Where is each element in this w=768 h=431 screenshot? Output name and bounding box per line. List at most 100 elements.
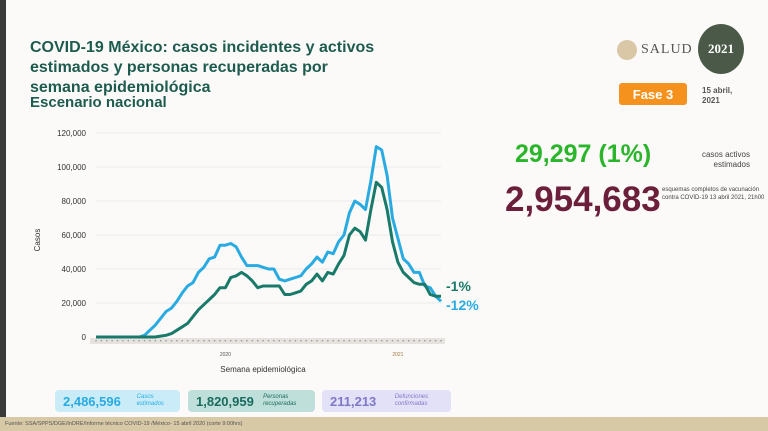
- x-tick: [203, 340, 205, 342]
- x-tick: [262, 340, 264, 342]
- x-tick: [154, 340, 156, 342]
- summary-deaths: 211,213 Defunciones confirmadas: [322, 390, 451, 412]
- x-tick: [224, 340, 227, 342]
- series-end-label: -1%: [446, 278, 471, 294]
- x-axis-band: [90, 338, 445, 344]
- x-tick: [106, 340, 108, 342]
- x-tick: [300, 340, 302, 342]
- summary-label: Casos estimados: [136, 394, 164, 407]
- x-tick: [181, 340, 183, 342]
- x-tick: [219, 340, 221, 342]
- summary-value: 1,820,959: [196, 393, 254, 409]
- phase-badge: Fase 3: [619, 83, 687, 105]
- x-tick: [257, 340, 259, 342]
- x-tick: [251, 340, 254, 342]
- x-tick: [273, 340, 275, 342]
- x-tick: [348, 340, 351, 342]
- x-tick: [370, 340, 372, 342]
- x-tick: [434, 340, 437, 342]
- x-tick: [186, 340, 189, 342]
- x-year-label: 2021: [392, 352, 403, 358]
- x-tick: [165, 340, 167, 342]
- series-end-label: -12%: [446, 297, 479, 313]
- x-tick: [111, 340, 113, 342]
- x-tick: [424, 340, 426, 342]
- x-tick: [127, 340, 130, 342]
- y-tick-label: 60,000: [62, 231, 87, 240]
- x-tick: [230, 340, 232, 342]
- y-tick-label: 20,000: [62, 299, 87, 308]
- x-tick: [327, 340, 329, 342]
- x-tick: [397, 340, 399, 342]
- date-label: 15 abril, 2021: [702, 86, 733, 105]
- salud-logo: SALUD: [617, 40, 693, 60]
- x-tick: [246, 340, 248, 342]
- x-tick: [176, 340, 178, 342]
- x-tick: [100, 340, 103, 342]
- page-subtitle: Escenario nacional: [30, 94, 167, 111]
- y-tick-label: 0: [82, 333, 87, 342]
- vaccination-label: esquemas completos de vacunación contra …: [662, 187, 765, 201]
- x-tick: [386, 340, 388, 342]
- x-tick: [235, 340, 237, 342]
- footer-source: Fuente: SSA/SPPS/DGE/InDRE/Informe técni…: [0, 417, 768, 431]
- x-tick: [95, 340, 97, 342]
- active-cases-value: 29,297 (1%): [515, 140, 652, 168]
- x-year-label: 2020: [220, 352, 231, 358]
- x-tick: [354, 340, 356, 342]
- x-tick: [267, 340, 270, 342]
- y-tick-label: 100,000: [57, 163, 86, 172]
- x-tick: [283, 340, 286, 342]
- x-tick: [316, 340, 318, 342]
- x-tick: [197, 340, 200, 342]
- x-tick: [375, 340, 378, 342]
- x-tick: [213, 340, 216, 342]
- summary-value: 2,486,596: [63, 393, 121, 409]
- summary-estimated: 2,486,596 Casos estimados: [55, 390, 180, 412]
- x-tick: [429, 340, 431, 342]
- x-tick: [305, 340, 307, 342]
- x-tick: [440, 340, 442, 342]
- x-tick: [143, 340, 146, 342]
- x-tick: [402, 340, 404, 342]
- x-tick: [407, 340, 410, 342]
- x-tick: [116, 340, 119, 342]
- x-tick: [138, 340, 140, 342]
- x-tick: [391, 340, 394, 342]
- x-tick: [413, 340, 415, 342]
- y-tick-label: 40,000: [62, 265, 87, 274]
- salud-logo-text: SALUD: [641, 42, 693, 57]
- x-tick: [343, 340, 345, 342]
- y-tick-label: 120,000: [57, 129, 86, 138]
- x-tick: [133, 340, 135, 342]
- x-tick: [170, 340, 173, 342]
- series-line: [96, 180, 441, 339]
- x-tick: [294, 340, 297, 342]
- x-tick: [381, 340, 383, 342]
- summary-label: Defunciones confirmadas: [394, 394, 429, 407]
- series-line: [96, 145, 443, 339]
- mexico-2021-logo: 2021: [698, 24, 744, 74]
- y-axis-label: Casos: [33, 229, 42, 252]
- y-tick-label: 80,000: [62, 197, 87, 206]
- x-tick: [278, 340, 280, 342]
- x-tick: [240, 340, 243, 342]
- x-axis-label: Semana epidemiológica: [220, 365, 306, 374]
- x-tick: [321, 340, 324, 342]
- x-tick: [289, 340, 291, 342]
- vaccination-value: 2,954,683: [505, 180, 661, 219]
- x-tick: [332, 340, 334, 342]
- x-tick: [310, 340, 313, 342]
- x-tick: [122, 340, 124, 342]
- active-cases-label: casos activos estimados: [701, 150, 750, 169]
- x-tick: [364, 340, 367, 342]
- left-border: [0, 0, 6, 431]
- x-tick: [208, 340, 210, 342]
- page-title: COVID-19 México: casos incidentes y acti…: [30, 39, 375, 96]
- x-tick: [159, 340, 162, 342]
- summary-recovered: 1,820,959 Personas recuperadas: [188, 390, 315, 412]
- x-tick: [337, 340, 340, 342]
- seal-icon: [617, 40, 637, 60]
- summary-label: Personas recuperadas: [263, 394, 297, 407]
